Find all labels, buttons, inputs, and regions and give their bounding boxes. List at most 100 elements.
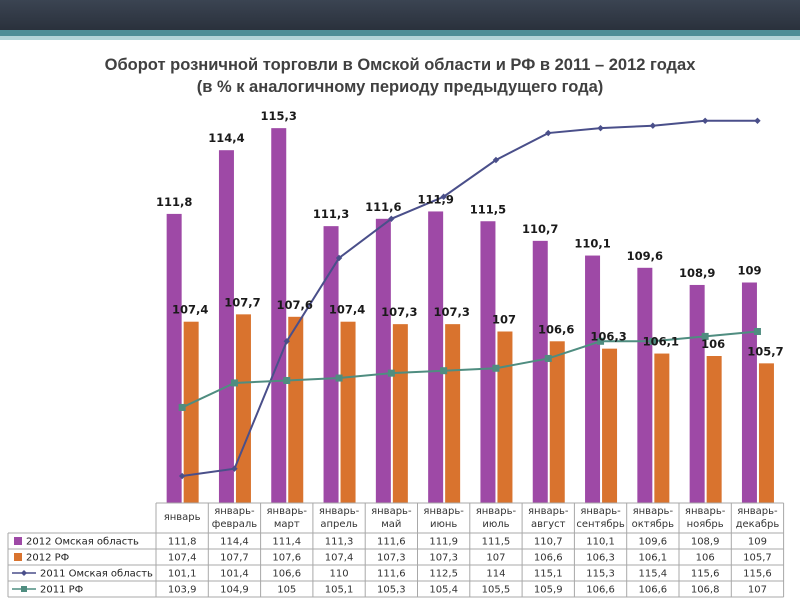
data-label-2012-omsk: 110,7 (522, 222, 558, 236)
table-cell: 109,6 (639, 537, 668, 548)
table-cell: 110,1 (586, 537, 615, 548)
table-cell: 107,4 (325, 553, 354, 564)
bar-2012-omsk (271, 128, 287, 503)
bar-2012-rf (235, 314, 251, 503)
x-tick-label: декабрь (736, 519, 780, 530)
data-label-2012-omsk: 109,6 (627, 249, 663, 263)
table-cell: 107 (748, 585, 767, 596)
bar-2012-rf (706, 356, 722, 503)
data-label-2012-omsk: 109 (737, 264, 761, 278)
series-2011-omsk-point (231, 465, 238, 472)
series-2011-rf-point (492, 364, 500, 372)
x-tick-label: февраль (212, 519, 257, 530)
table-cell: 106,6 (639, 585, 668, 596)
data-label-2012-rf: 106,3 (590, 330, 626, 344)
table-cell: 115,3 (586, 569, 615, 580)
table-cell: 108,9 (691, 537, 720, 548)
x-tick-label: январь (164, 512, 201, 523)
x-tick-label: январь- (371, 506, 412, 517)
x-tick-label: март (274, 519, 300, 530)
bar-2012-rf (549, 341, 565, 503)
data-label-2012-omsk: 115,3 (261, 109, 297, 123)
bar-2012-rf (288, 316, 304, 503)
data-label-2012-rf: 107,3 (433, 305, 469, 319)
x-tick-label: ноябрь (687, 519, 724, 530)
table-cell: 104,9 (220, 585, 249, 596)
legend-key-0 (14, 537, 22, 545)
x-tick-label: август (531, 519, 566, 530)
x-tick-label: январь- (267, 506, 308, 517)
table-cell: 111,4 (272, 537, 301, 548)
legend-entry: 2011 Омская область (40, 569, 153, 580)
data-label-2012-rf: 107,6 (277, 298, 313, 312)
legend-entry: 2012 РФ (26, 553, 70, 564)
slide-top-bar (0, 0, 800, 30)
table-cell: 107,6 (272, 553, 301, 564)
x-tick-label: январь- (685, 506, 726, 517)
table-cell: 107,7 (220, 553, 249, 564)
legend-entry: 2012 Омская область (26, 537, 139, 548)
data-label-2012-rf: 106,6 (538, 322, 574, 336)
bar-2012-omsk (480, 221, 496, 503)
series-2011-rf-point (649, 337, 657, 345)
table-cell: 105,1 (325, 585, 354, 596)
series-2011-rf-point (753, 328, 761, 335)
table-cell: 105,4 (429, 585, 458, 596)
legend-key-marker-3 (21, 586, 27, 592)
table-cell: 115,1 (534, 569, 563, 580)
table-cell: 112,5 (429, 569, 458, 580)
bar-2012-omsk (323, 226, 339, 503)
data-label-2012-omsk: 111,8 (156, 195, 192, 209)
x-tick-label: январь- (476, 506, 517, 517)
table-cell: 107,3 (429, 553, 458, 564)
series-2011-rf-point (335, 374, 343, 382)
bar-2012-rf (497, 331, 513, 503)
data-label-2012-omsk: 111,5 (470, 202, 506, 216)
x-tick-label: январь- (737, 506, 778, 517)
data-label-2012-rf: 106 (701, 337, 725, 351)
table-cell: 101,1 (168, 569, 197, 580)
series-2011-omsk-point (597, 124, 604, 132)
data-label-2012-rf: 107,4 (172, 303, 208, 317)
bar-2012-rf (392, 324, 408, 503)
data-label-2012-omsk: 114,4 (208, 131, 244, 145)
table-cell: 107 (486, 553, 505, 564)
x-tick-label: январь- (214, 506, 255, 517)
series-2011-omsk-line (182, 119, 758, 478)
series-2011-omsk-point (649, 122, 657, 129)
series-2011-rf-point (283, 377, 291, 384)
series-2011-rf-point (178, 403, 186, 411)
bar-2012-rf (758, 363, 774, 503)
data-label-2012-omsk: 111,9 (417, 192, 453, 206)
table-cell: 105,3 (377, 585, 406, 596)
series-2011-omsk-point (283, 338, 290, 345)
table-cell: 110,7 (534, 537, 563, 548)
series-2011-omsk-point (440, 193, 447, 200)
data-label-2012-rf: 107,3 (381, 305, 417, 319)
chart-title: Оборот розничной торговли в Омской облас… (104, 56, 696, 74)
table-cell: 103,9 (168, 585, 197, 596)
x-tick-label: январь- (580, 506, 621, 517)
x-tick-label: январь- (633, 506, 674, 517)
x-tick-label: май (381, 519, 401, 530)
table-cell: 107,4 (168, 553, 197, 564)
x-tick-label: октябрь (632, 519, 675, 530)
table-cell: 111,6 (377, 569, 406, 580)
x-tick-label: сентябрь (576, 519, 625, 530)
data-label-2012-omsk: 111,3 (313, 207, 349, 221)
legend-key-1 (14, 553, 22, 561)
x-tick-label: январь- (423, 506, 464, 517)
table-cell: 115,4 (639, 569, 668, 580)
slide-accent-strip (0, 30, 800, 36)
bar-2012-rf (183, 321, 199, 503)
table-cell: 107,3 (377, 553, 406, 564)
table-cell: 106,8 (691, 585, 720, 596)
chart-subtitle: (в % к аналогичному периоду предыдущего … (196, 78, 604, 96)
x-tick-label: апрель (320, 519, 358, 530)
table-cell: 111,3 (325, 537, 354, 548)
series-2011-omsk-point (178, 472, 186, 480)
table-cell: 106,6 (586, 585, 615, 596)
series-2011-omsk-point (388, 215, 395, 222)
data-label-2012-rf: 107,7 (224, 295, 260, 309)
